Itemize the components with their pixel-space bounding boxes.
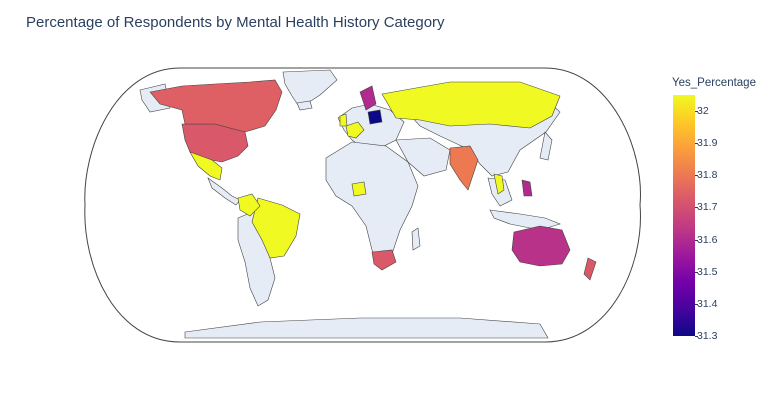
region-canada[interactable] — [149, 79, 283, 133]
colorbar-title: Yes_Percentage — [672, 77, 756, 89]
colorbar — [673, 95, 695, 336]
region-philippines[interactable] — [521, 179, 533, 197]
region-colombia[interactable] — [237, 193, 261, 217]
colorbar-tick-mark — [695, 207, 698, 209]
land-middle-east — [395, 137, 451, 177]
land-madagascar — [411, 227, 421, 251]
colorbar-tick-label: 31.8 — [697, 169, 718, 182]
land-indonesia — [489, 209, 561, 231]
land-antarctica — [184, 317, 549, 339]
colorbar-tick-label: 31.7 — [697, 201, 718, 214]
colorbar-tick-mark — [695, 239, 698, 241]
region-mexico[interactable] — [189, 151, 223, 181]
chart-title: Percentage of Respondents by Mental Heal… — [26, 14, 445, 31]
colorbar-tick-label: 31.5 — [697, 265, 718, 278]
region-poland[interactable] — [367, 109, 383, 125]
region-south-africa[interactable] — [371, 249, 397, 271]
colorbar-tick-mark — [695, 111, 698, 113]
region-new-zealand[interactable] — [583, 257, 597, 281]
colorbar-tick-label: 31.9 — [697, 137, 718, 150]
colorbar-tick-label: 31.4 — [697, 297, 718, 310]
region-sweden[interactable] — [359, 85, 377, 111]
land-iceland — [296, 100, 313, 111]
colorbar-tick-mark — [695, 143, 698, 145]
land-central-america — [207, 177, 241, 206]
colorbar-tick-mark — [695, 175, 698, 177]
colorbar-tick-mark — [695, 271, 698, 273]
region-india[interactable] — [449, 145, 479, 191]
colorbar-tick-mark — [695, 336, 698, 337]
region-brazil[interactable] — [251, 197, 301, 259]
region-nigeria[interactable] — [351, 181, 367, 197]
region-france[interactable] — [345, 121, 365, 139]
land-japan — [539, 131, 553, 161]
colorbar-tick-mark — [695, 303, 698, 305]
region-russia[interactable] — [381, 81, 561, 129]
region-united-kingdom[interactable] — [339, 113, 348, 127]
colorbar-tick-label: 32 — [697, 105, 709, 118]
colorbar-tick-label: 31.3 — [697, 330, 718, 342]
colorbar-tick-label: 31.6 — [697, 233, 718, 246]
region-australia[interactable] — [511, 225, 571, 267]
region-thailand[interactable] — [493, 173, 505, 195]
